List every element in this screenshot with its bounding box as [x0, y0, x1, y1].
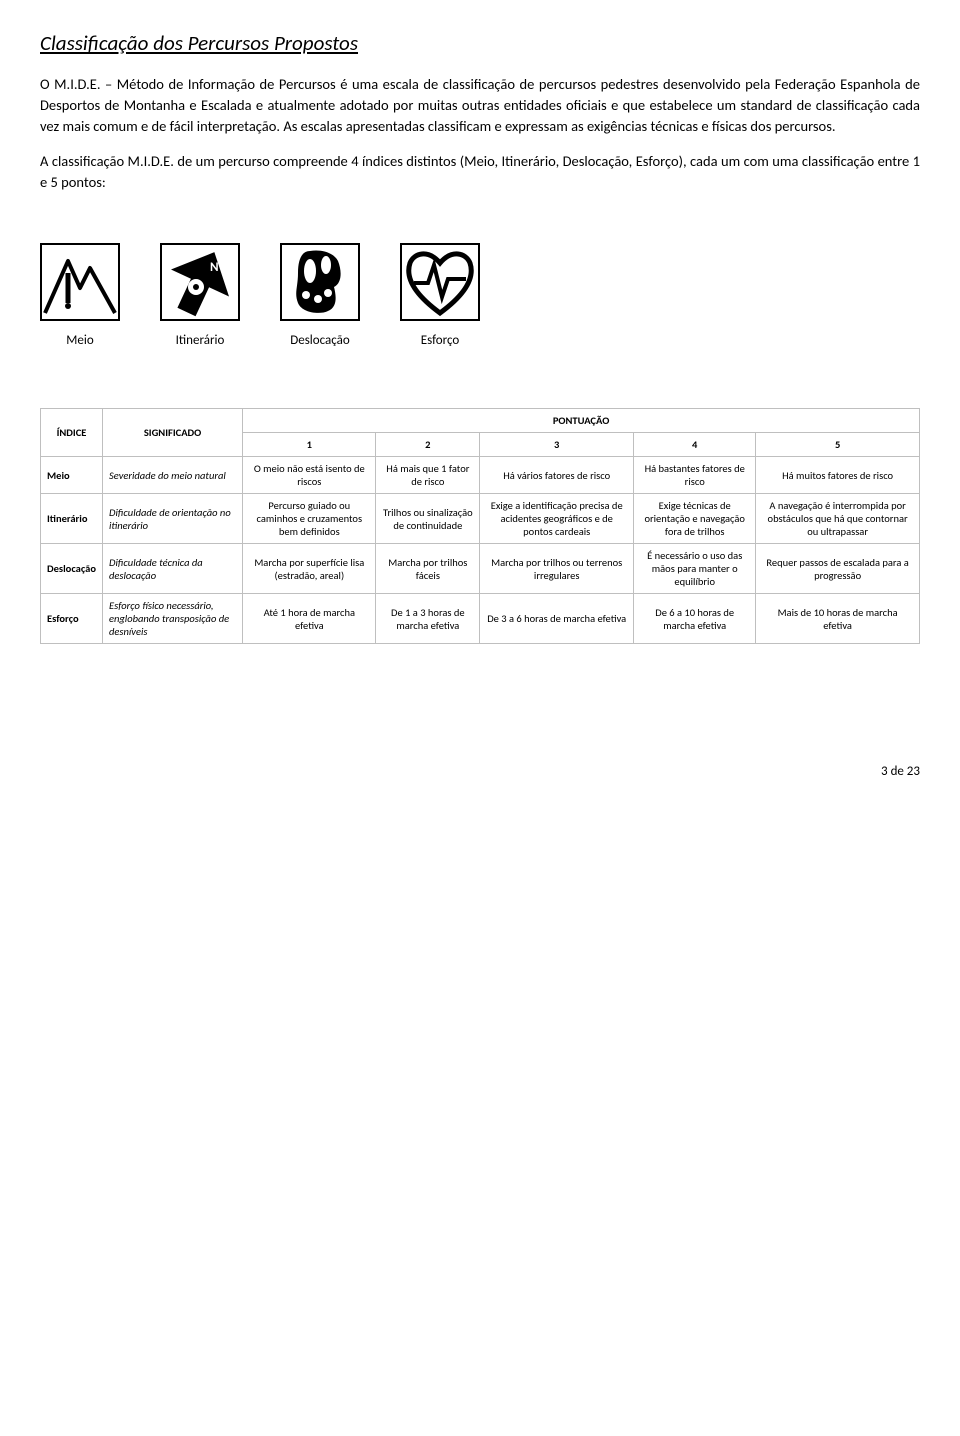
table-header-row-1: ÍNDICE SIGNIFICADO PONTUAÇÃO: [41, 409, 920, 433]
row-label: Esforço: [41, 594, 103, 644]
table-cell: Requer passos de escalada para a progres…: [756, 544, 920, 594]
row-significado: Esforço físico necessário, englobando tr…: [103, 594, 243, 644]
row-significado: Severidade do meio natural: [103, 457, 243, 494]
table-cell: Marcha por trilhos ou terrenos irregular…: [480, 544, 634, 594]
table-row: ItinerárioDificuldade de orientação no i…: [41, 494, 920, 544]
page-title: Classificação dos Percursos Propostos: [40, 30, 920, 56]
table-cell: Há vários fatores de risco: [480, 457, 634, 494]
row-label: Meio: [41, 457, 103, 494]
header-significado: SIGNIFICADO: [103, 409, 243, 457]
icon-label-itinerario: Itinerário: [160, 333, 240, 348]
table-cell: Trilhos ou sinalização de continuidade: [376, 494, 480, 544]
icon-row: N: [40, 243, 920, 321]
table-cell: É necessário o uso das mãos para manter …: [634, 544, 756, 594]
table-cell: De 1 a 3 horas de marcha efetiva: [376, 594, 480, 644]
svg-text:N: N: [210, 260, 219, 275]
row-significado: Dificuldade técnica da deslocação: [103, 544, 243, 594]
table-cell: Exige técnicas de orientação e navegação…: [634, 494, 756, 544]
table-cell: A navegação é interrompida por obstáculo…: [756, 494, 920, 544]
table-cell: Percurso guiado ou caminhos e cruzamento…: [243, 494, 376, 544]
header-col-3: 3: [480, 433, 634, 457]
intro-paragraph-2: A classificação M.I.D.E. de um percurso …: [40, 151, 920, 193]
icon-label-meio: Meio: [40, 333, 120, 348]
meio-icon: [40, 243, 120, 321]
table-row: DeslocaçãoDificuldade técnica da desloca…: [41, 544, 920, 594]
table-cell: Marcha por trilhos fáceis: [376, 544, 480, 594]
table-cell: Há muitos fatores de risco: [756, 457, 920, 494]
icon-label-esforco: Esforço: [400, 333, 480, 348]
table-row: EsforçoEsforço físico necessário, englob…: [41, 594, 920, 644]
page-footer: 3 de 23: [40, 764, 920, 779]
table-row: MeioSeveridade do meio naturalO meio não…: [41, 457, 920, 494]
deslocacao-icon: [280, 243, 360, 321]
header-pontuacao: PONTUAÇÃO: [243, 409, 920, 433]
table-cell: Mais de 10 horas de marcha efetiva: [756, 594, 920, 644]
table-cell: Há bastantes fatores de risco: [634, 457, 756, 494]
row-label: Itinerário: [41, 494, 103, 544]
icon-label-deslocacao: Deslocação: [280, 333, 360, 348]
row-significado: Dificuldade de orientação no itinerário: [103, 494, 243, 544]
table-cell: Exige a identificação precisa de acident…: [480, 494, 634, 544]
table-cell: De 3 a 6 horas de marcha efetiva: [480, 594, 634, 644]
table-cell: O meio não está isento de riscos: [243, 457, 376, 494]
esforco-icon: [400, 243, 480, 321]
table-cell: Há mais que 1 fator de risco: [376, 457, 480, 494]
header-col-1: 1: [243, 433, 376, 457]
header-col-2: 2: [376, 433, 480, 457]
header-indice: ÍNDICE: [41, 409, 103, 457]
table-cell: Marcha por superfície lisa (estradão, ar…: [243, 544, 376, 594]
header-col-5: 5: [756, 433, 920, 457]
mide-table: ÍNDICE SIGNIFICADO PONTUAÇÃO 1 2 3 4 5 M…: [40, 408, 920, 644]
intro-paragraph-1: O M.I.D.E. – Método de Informação de Per…: [40, 74, 920, 137]
row-label: Deslocação: [41, 544, 103, 594]
table-cell: Até 1 hora de marcha efetiva: [243, 594, 376, 644]
itinerario-icon: N: [160, 243, 240, 321]
icon-labels-row: Meio Itinerário Deslocação Esforço: [40, 333, 920, 348]
header-col-4: 4: [634, 433, 756, 457]
table-cell: De 6 a 10 horas de marcha efetiva: [634, 594, 756, 644]
